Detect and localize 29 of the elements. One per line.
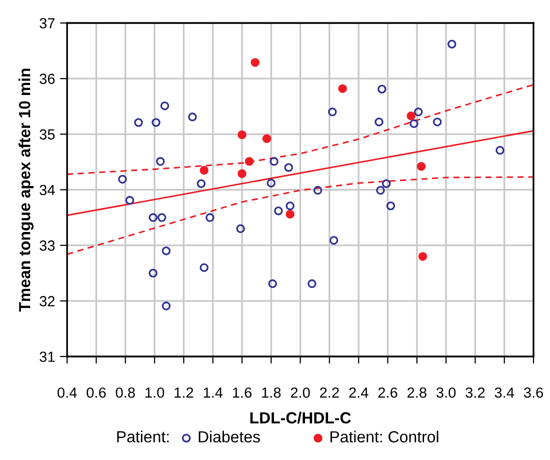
x-tick-label: 2.4 [349, 387, 368, 398]
x-tick-label: 2.6 [378, 387, 398, 398]
x-tick-label: 2.8 [408, 387, 426, 398]
x-tick-label: 1.8 [262, 387, 281, 398]
x-tick-label: 0.6 [86, 387, 106, 398]
x-tick-label: 2.0 [290, 387, 310, 398]
x-tick-label: 2.2 [320, 387, 339, 398]
x-axis-title: LDL-C/HDL-C [250, 412, 351, 424]
y-axis-title: Tmean tongue apex after 10 min [18, 68, 34, 312]
x-tick-label: 1.2 [174, 387, 194, 398]
legend-title: Patient: [117, 430, 169, 442]
y-tick-label: 34 [40, 184, 55, 196]
x-tick-label: 3.6 [524, 387, 543, 398]
y-tick-label: 32 [40, 296, 55, 306]
x-tick-label: 3.2 [466, 387, 485, 398]
y-tick-label: 37 [40, 18, 55, 28]
y-tick-label: 31 [40, 352, 55, 362]
y-tick-label: 36 [40, 74, 55, 84]
x-tick-label: 1.4 [204, 388, 223, 398]
legend-label: Diabetes [198, 430, 260, 442]
x-tick-label: 0.8 [116, 387, 135, 398]
x-tick-label: 1.0 [146, 387, 164, 398]
y-tick-label: 33 [40, 240, 55, 251]
x-tick-label: 0.4 [58, 387, 77, 398]
y-tick-label: 35 [40, 129, 55, 140]
legend-label: Patient: Control [330, 430, 438, 442]
x-tick-label: 3.0 [436, 387, 456, 398]
x-tick-label: 1.6 [232, 387, 252, 398]
x-tick-label: 3.4 [494, 387, 514, 398]
